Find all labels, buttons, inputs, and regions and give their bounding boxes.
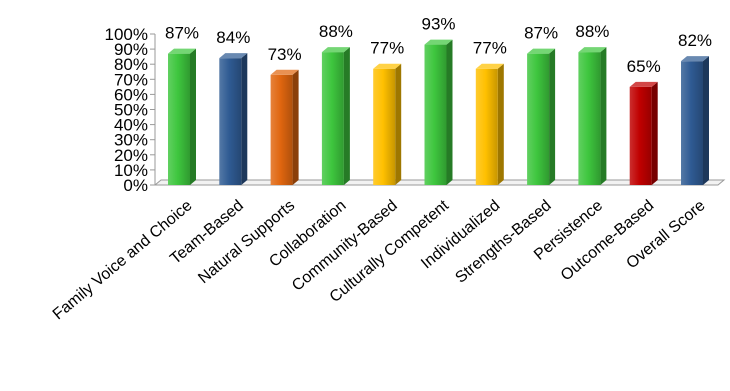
data-label: 88%	[319, 22, 353, 41]
bar-front	[373, 68, 396, 185]
bar-front	[475, 68, 498, 185]
data-label: 88%	[575, 22, 609, 41]
bar-top	[321, 47, 350, 53]
y-tick-label: 60%	[114, 85, 148, 104]
y-tick-label: 100%	[105, 25, 148, 44]
data-label: 73%	[268, 45, 302, 64]
data-label: 87%	[165, 24, 199, 43]
bar	[527, 48, 556, 185]
bar-front	[424, 44, 447, 185]
x-tick-label: Outcome-Based	[558, 197, 657, 284]
data-label: 65%	[627, 57, 661, 76]
y-tick-label: 30%	[114, 131, 148, 150]
bar-side	[497, 63, 504, 186]
bar-front	[527, 53, 550, 185]
bar	[475, 63, 504, 186]
bar-top	[475, 63, 504, 69]
chart-bars	[168, 39, 709, 186]
bar-side	[343, 47, 350, 186]
data-label: 77%	[370, 39, 404, 58]
y-tick-label: 70%	[114, 70, 148, 89]
bar	[321, 47, 350, 186]
bar-top	[219, 53, 248, 59]
bar	[168, 48, 196, 185]
y-tick-label: 50%	[114, 101, 148, 120]
bar-top	[373, 63, 402, 69]
bar-side	[703, 56, 709, 186]
bar-front	[681, 61, 703, 185]
y-tick-label: 10%	[114, 161, 148, 180]
x-tick-label: Natural Supports	[195, 197, 298, 287]
data-label: 93%	[421, 15, 455, 34]
bar	[373, 63, 402, 186]
bar-top	[578, 47, 607, 53]
bar-side	[651, 81, 658, 185]
x-tick-label: Strengths-Based	[452, 197, 554, 287]
bar	[578, 47, 607, 186]
bar-side	[446, 39, 453, 185]
bar-top	[629, 81, 658, 87]
bar-side	[292, 69, 299, 185]
bar-side	[190, 48, 196, 185]
data-label: 84%	[216, 28, 250, 47]
data-label: 77%	[473, 39, 507, 58]
bar-top	[270, 69, 299, 75]
y-tick-label: 80%	[114, 55, 148, 74]
bar-side	[241, 53, 248, 185]
data-label: 87%	[524, 24, 558, 43]
bar-side	[600, 47, 607, 186]
chart-y-ticks: 0%10%20%30%40%50%60%70%80%90%100%	[105, 25, 148, 195]
data-label: 82%	[678, 31, 712, 50]
bar	[424, 39, 453, 185]
bar	[629, 81, 658, 185]
bar-top	[168, 48, 196, 54]
bar-front	[321, 52, 344, 186]
bar-top	[424, 39, 453, 45]
bar-front	[168, 53, 190, 185]
bar	[270, 69, 299, 185]
bar-front	[578, 52, 601, 186]
chart-x-ticks: Family Voice and ChoiceTeam-BasedNatural…	[50, 197, 709, 324]
bar-side	[395, 63, 402, 186]
bar-top	[681, 56, 709, 62]
chart-data-labels: 87% 84% 73% 88% 77% 93% 77% 87% 88% 65% 82%	[165, 15, 712, 76]
bar-side	[549, 48, 556, 185]
bar-front	[219, 58, 242, 185]
y-tick-label: 40%	[114, 116, 148, 135]
bar	[219, 53, 248, 185]
bar	[681, 56, 709, 186]
y-tick-label: 20%	[114, 146, 148, 165]
bar-front	[270, 74, 293, 185]
y-tick-label: 90%	[114, 40, 148, 59]
bar-top	[527, 48, 556, 54]
bar-front	[629, 86, 652, 185]
y-tick-label: 0%	[123, 176, 148, 195]
